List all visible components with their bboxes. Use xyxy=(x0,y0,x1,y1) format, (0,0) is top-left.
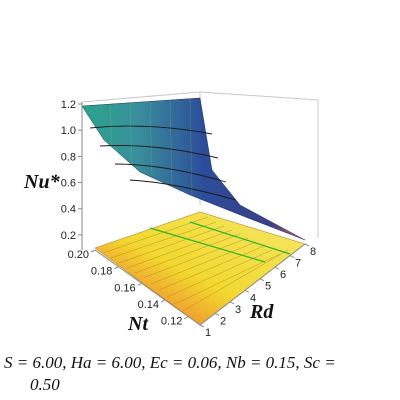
z-tick-label: 0.6 xyxy=(61,178,76,190)
z-tick-label: 1.2 xyxy=(61,99,76,111)
z-tick-label: 1.0 xyxy=(61,125,76,137)
y-tick-label: 0.20 xyxy=(68,249,89,261)
x-tick-label: 6 xyxy=(280,269,286,281)
y-tick-label: 0.18 xyxy=(91,266,112,278)
x-tick-label: 2 xyxy=(220,315,226,327)
z-axis-label: Nu* xyxy=(23,171,61,193)
tick-mark xyxy=(160,299,166,303)
tick-mark xyxy=(184,316,189,320)
tick-mark xyxy=(199,324,205,328)
parameter-caption: S = 6.00, Ha = 6.00, Ec = 0.06, Nb = 0.1… xyxy=(4,352,396,396)
x-tick-label: 5 xyxy=(265,281,271,293)
upper-surface xyxy=(81,97,306,241)
tick-mark xyxy=(244,289,250,293)
tick-mark xyxy=(259,278,265,282)
y-axis-ticks: 0.120.140.160.180.20 xyxy=(68,249,189,328)
y-tick-label: 0.14 xyxy=(138,299,159,311)
axis-lines xyxy=(81,102,306,326)
y-axis-label: Nt xyxy=(127,313,149,335)
caption-line-2: 0.50 xyxy=(30,375,60,394)
lower-surface xyxy=(94,211,306,326)
tick-mark xyxy=(137,282,142,286)
tick-mark xyxy=(229,301,235,305)
z-tick-label: 0.2 xyxy=(61,230,76,242)
y-tick-label: 0.12 xyxy=(161,316,182,328)
tick-mark xyxy=(304,243,310,247)
x-tick-label: 3 xyxy=(235,304,241,316)
tick-mark xyxy=(90,249,96,253)
tick-mark xyxy=(114,266,119,270)
tick-mark xyxy=(289,255,295,259)
z-tick-label: 0.4 xyxy=(61,204,76,216)
tick-mark xyxy=(274,266,280,270)
x-tick-label: 8 xyxy=(310,246,316,258)
caption-line-1: S = 6.00, Ha = 6.00, Ec = 0.06, Nb = 0.1… xyxy=(4,353,336,372)
y-tick-label: 0.16 xyxy=(114,282,135,294)
tick-mark xyxy=(214,312,220,316)
z-tick-label: 0.8 xyxy=(61,151,76,163)
z-axis-ticks: 0.2 0.4 0.6 0.8 1.0 1.2 xyxy=(61,99,82,242)
x-tick-label: 1 xyxy=(205,327,211,339)
x-tick-label: 4 xyxy=(250,292,256,304)
x-tick-label: 7 xyxy=(295,258,301,270)
x-axis-label: Rd xyxy=(249,301,274,323)
